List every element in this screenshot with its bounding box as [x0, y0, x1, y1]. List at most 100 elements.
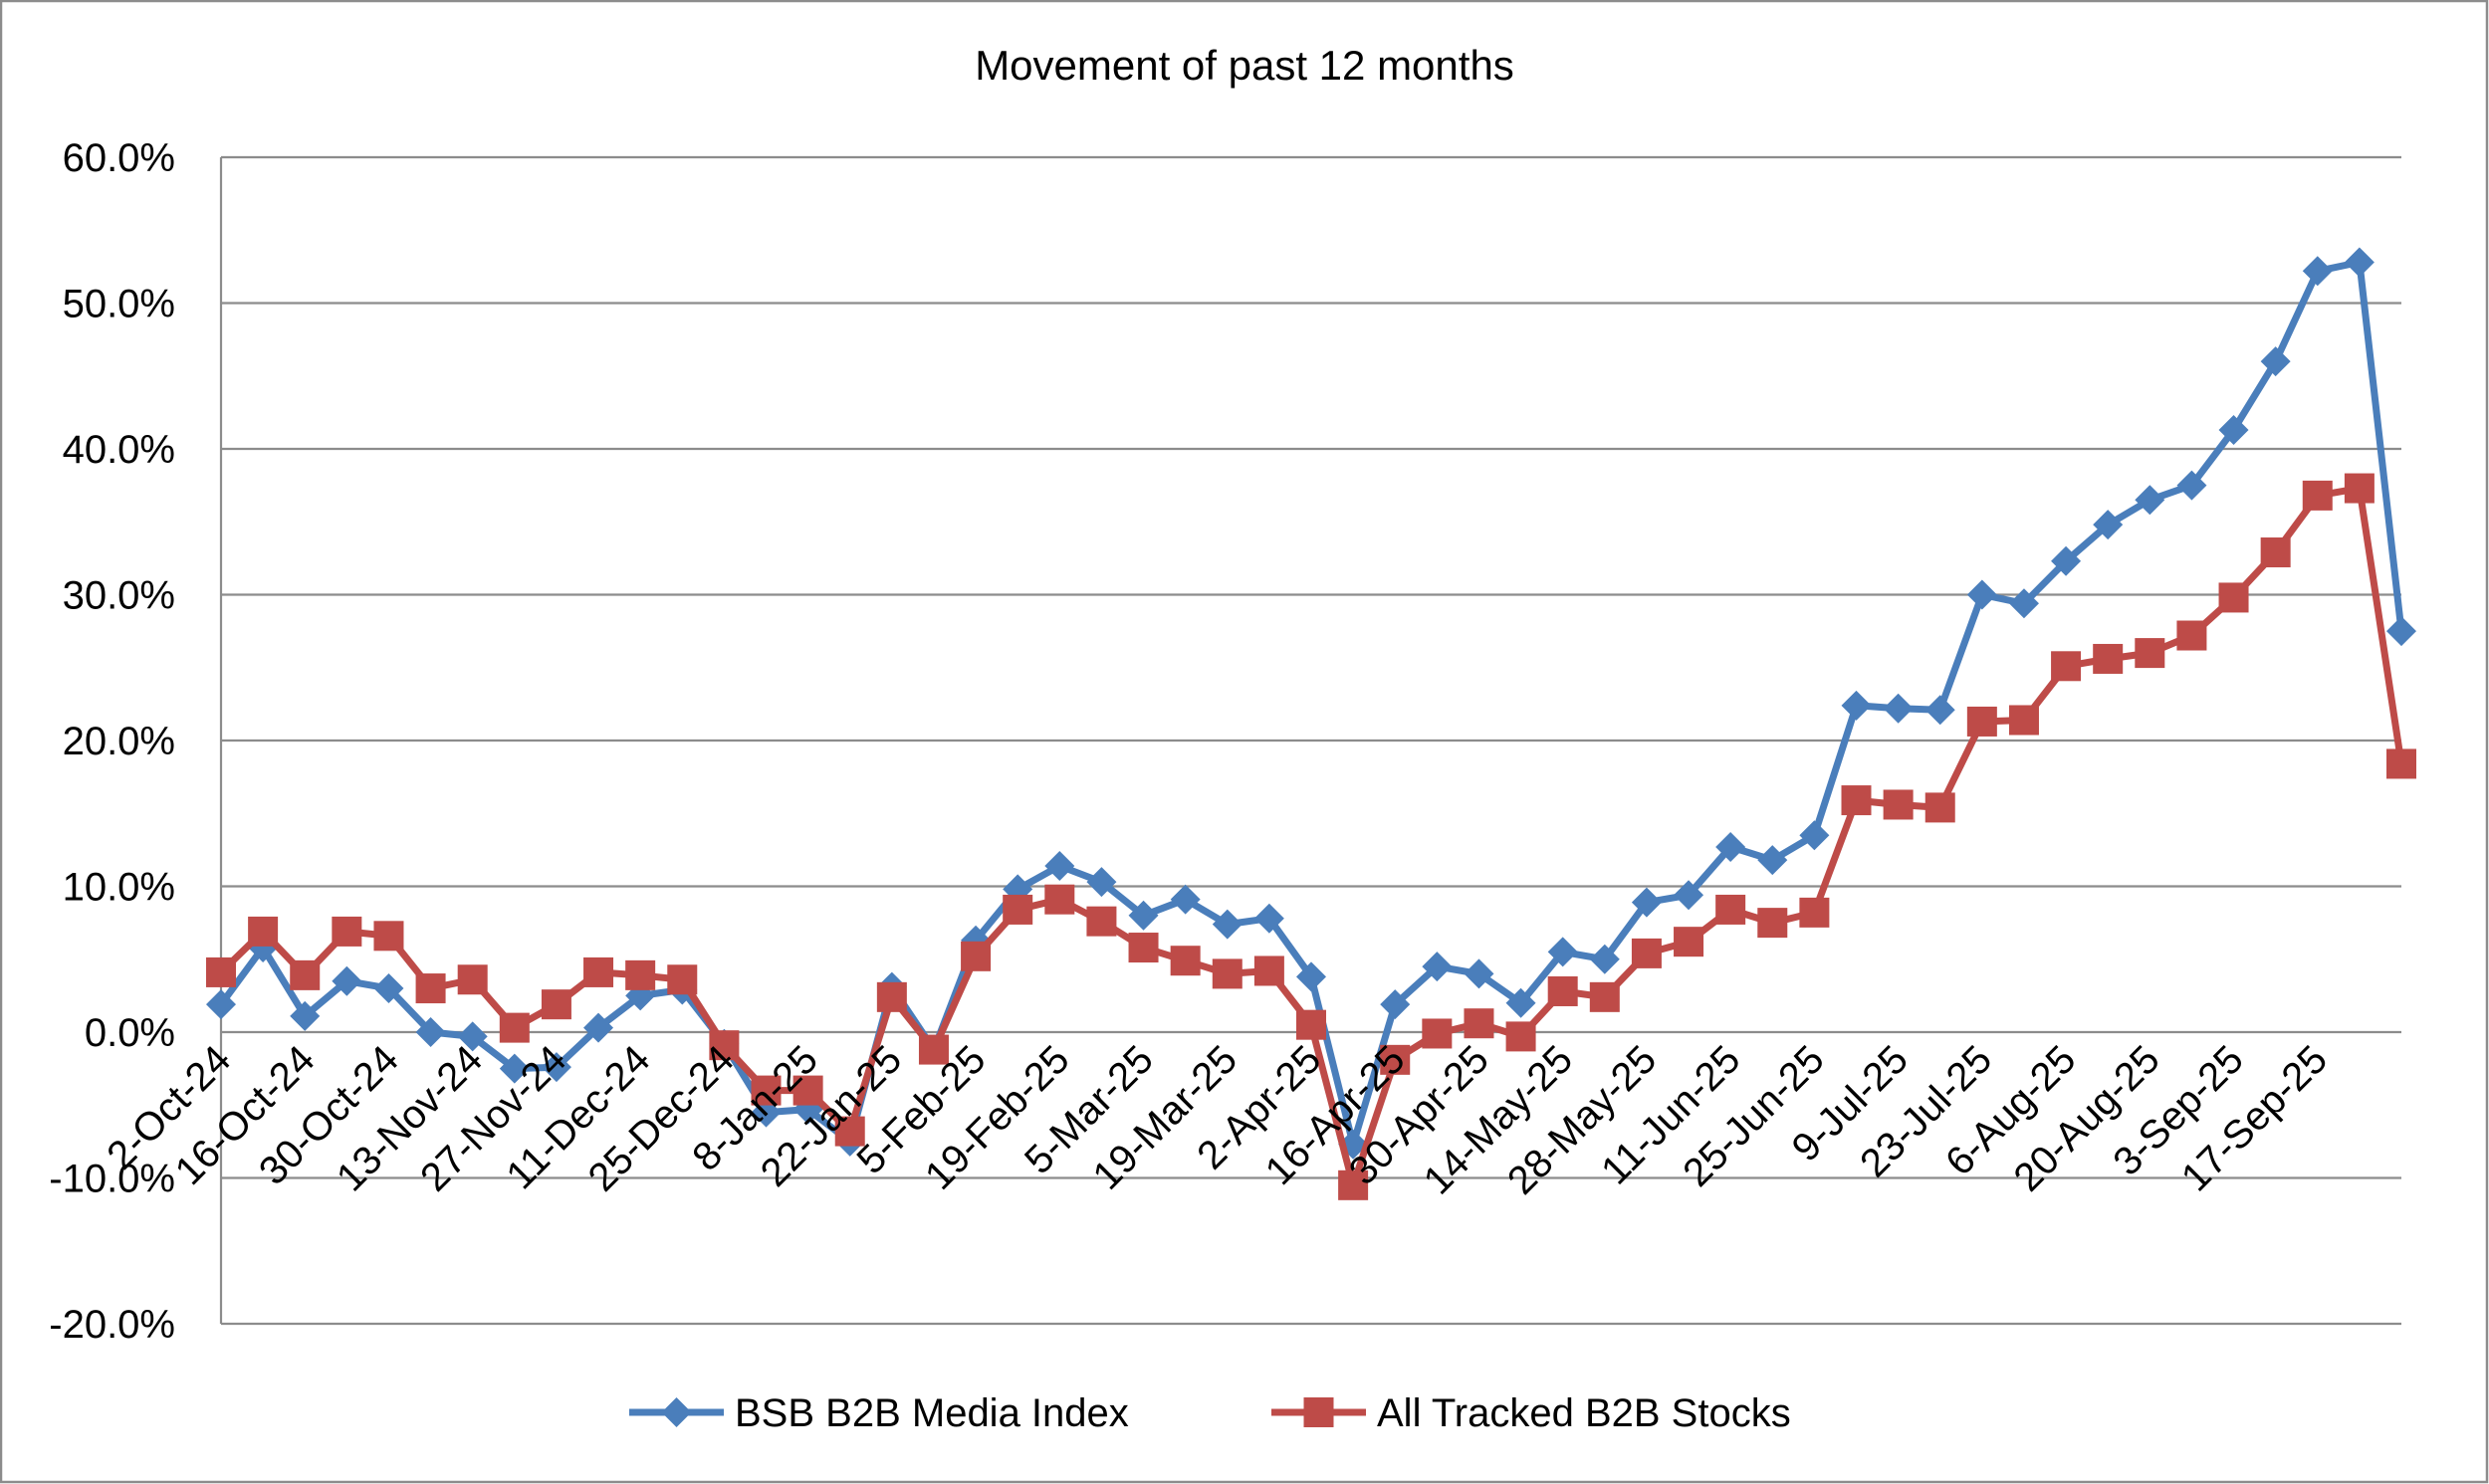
chart-title: Movement of past 12 months	[975, 42, 1514, 89]
data-point	[1505, 1021, 1536, 1052]
data-point	[1296, 961, 1326, 992]
data-point	[332, 965, 362, 996]
data-point	[2344, 473, 2375, 504]
data-point	[2093, 643, 2124, 674]
y-tick-label: 40.0%	[63, 428, 175, 472]
data-point	[1422, 1018, 1453, 1049]
data-point	[373, 973, 404, 1004]
legend: BSB B2B Media Index All Tracked B2B Stock…	[629, 1391, 1791, 1435]
data-point	[1966, 706, 1997, 737]
data-point	[1253, 903, 1284, 934]
data-point	[961, 941, 992, 971]
data-point	[834, 1116, 865, 1147]
data-point	[499, 1053, 530, 1084]
data-point	[1003, 894, 1033, 925]
data-point	[373, 921, 404, 952]
data-point	[2008, 705, 2039, 736]
data-point	[1212, 909, 1243, 940]
data-point	[206, 989, 236, 1020]
data-point	[2051, 651, 2082, 682]
data-point	[2176, 620, 2207, 651]
data-point	[792, 1075, 823, 1106]
data-point	[1757, 908, 1788, 939]
y-tick-label: 0.0%	[85, 1011, 175, 1055]
data-point	[206, 956, 236, 987]
data-point	[2093, 510, 2124, 540]
y-tick-label: 60.0%	[63, 136, 175, 180]
data-point	[1547, 937, 1578, 967]
data-point	[1589, 981, 1620, 1012]
data-point	[583, 956, 614, 987]
data-point	[2386, 748, 2416, 779]
data-point	[1674, 880, 1704, 911]
data-point	[541, 989, 571, 1020]
data-point	[1924, 792, 1955, 823]
data-point	[2051, 545, 2082, 576]
data-point	[2218, 414, 2249, 445]
data-point	[1674, 927, 1704, 957]
data-point	[876, 981, 907, 1012]
data-point	[1212, 958, 1243, 989]
data-point	[2008, 588, 2039, 619]
data-point	[1464, 958, 1494, 989]
data-point	[2302, 256, 2333, 287]
legend-marker	[1303, 1397, 1334, 1427]
gridlines	[219, 155, 2401, 1326]
data-point	[667, 964, 698, 995]
y-tick-label: 10.0%	[63, 866, 175, 910]
data-point	[1799, 897, 1830, 928]
data-point	[290, 959, 321, 990]
data-point	[1296, 1009, 1326, 1040]
data-point	[751, 1075, 782, 1106]
data-point	[1464, 1008, 1494, 1039]
data-point	[457, 1021, 488, 1052]
data-point	[1883, 693, 1914, 724]
data-point	[2344, 247, 2375, 278]
data-point	[2135, 638, 2165, 669]
y-tick-label: -10.0%	[49, 1158, 175, 1201]
data-point	[1589, 944, 1620, 974]
legend-label: BSB B2B Media Index	[735, 1391, 1129, 1435]
data-point	[415, 1017, 446, 1047]
data-point	[1841, 785, 1872, 816]
data-point	[248, 916, 279, 947]
series-2	[206, 473, 2416, 1200]
data-point	[1380, 1044, 1411, 1075]
y-axis-labels: 60.0% 50.0% 40.0% 30.0% 20.0% 10.0% 0.0% -10.0%…	[49, 136, 175, 1347]
data-point	[415, 973, 446, 1004]
data-point	[583, 1012, 614, 1043]
data-point	[1338, 1169, 1369, 1200]
data-point	[1841, 690, 1872, 721]
data-point	[499, 1012, 530, 1043]
data-point	[332, 916, 362, 947]
legend-entry-1: BSB B2B Media Index	[629, 1391, 1129, 1435]
data-point	[2302, 480, 2333, 511]
data-point	[290, 1000, 321, 1031]
data-point	[1799, 820, 1830, 851]
y-tick-label: -20.0%	[49, 1303, 175, 1347]
data-point	[1170, 946, 1201, 976]
series-lines	[206, 247, 2416, 1200]
data-point	[2386, 616, 2416, 647]
data-point	[2260, 537, 2291, 568]
legend-marker	[661, 1397, 692, 1427]
data-point	[1044, 884, 1075, 915]
data-point	[1715, 831, 1746, 862]
legend-label: All Tracked B2B Stocks	[1377, 1391, 1791, 1435]
data-point	[457, 964, 488, 995]
data-point	[1086, 906, 1117, 937]
data-point	[1380, 989, 1411, 1020]
data-point	[2218, 582, 2249, 613]
data-point	[709, 1030, 740, 1061]
data-point	[1044, 850, 1075, 881]
y-tick-label: 50.0%	[63, 283, 175, 326]
data-point	[1883, 789, 1914, 820]
data-point	[1505, 987, 1536, 1018]
data-point	[1924, 695, 1955, 726]
data-point	[1631, 887, 1662, 918]
data-point	[918, 1034, 949, 1065]
y-tick-label: 30.0%	[63, 574, 175, 618]
data-point	[625, 959, 656, 990]
